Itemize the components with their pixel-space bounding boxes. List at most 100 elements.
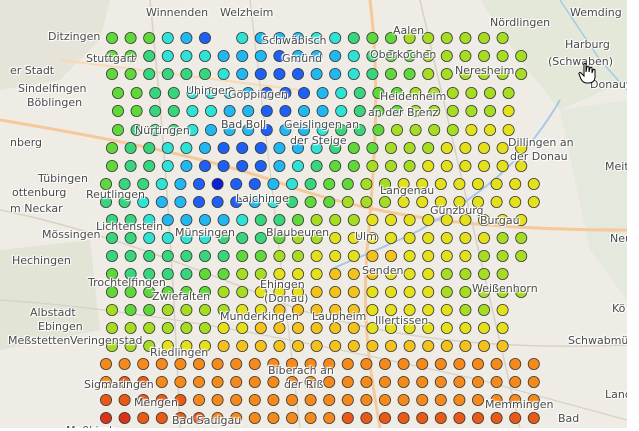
grid-dot[interactable] (323, 375, 336, 388)
grid-dot[interactable] (291, 50, 304, 63)
grid-dot[interactable] (106, 285, 119, 298)
grid-dot[interactable] (198, 50, 211, 63)
grid-dot[interactable] (137, 411, 150, 424)
grid-dot[interactable] (161, 285, 174, 298)
grid-dot[interactable] (496, 50, 509, 63)
grid-dot[interactable] (211, 177, 224, 190)
grid-dot[interactable] (291, 303, 304, 316)
grid-dot[interactable] (440, 285, 453, 298)
grid-dot[interactable] (161, 339, 174, 352)
grid-dot[interactable] (465, 124, 478, 137)
grid-dot[interactable] (483, 105, 496, 118)
grid-dot[interactable] (180, 267, 193, 280)
grid-dot[interactable] (397, 411, 410, 424)
grid-dot[interactable] (477, 231, 490, 244)
grid-dot[interactable] (378, 411, 391, 424)
grid-dot[interactable] (180, 321, 193, 334)
grid-dot[interactable] (273, 285, 286, 298)
grid-dot[interactable] (155, 375, 168, 388)
grid-dot[interactable] (192, 177, 205, 190)
grid-dot[interactable] (161, 32, 174, 45)
grid-dot[interactable] (434, 195, 447, 208)
grid-dot[interactable] (341, 177, 354, 190)
grid-dot[interactable] (192, 411, 205, 424)
grid-dot[interactable] (366, 285, 379, 298)
grid-dot[interactable] (273, 231, 286, 244)
grid-dot[interactable] (186, 105, 199, 118)
grid-dot[interactable] (310, 159, 323, 172)
grid-dot[interactable] (341, 411, 354, 424)
grid-dot[interactable] (440, 231, 453, 244)
grid-dot[interactable] (236, 285, 249, 298)
grid-dot[interactable] (366, 159, 379, 172)
grid-dot[interactable] (236, 50, 249, 63)
grid-dot[interactable] (471, 411, 484, 424)
grid-dot[interactable] (198, 68, 211, 81)
grid-dot[interactable] (285, 357, 298, 370)
grid-dot[interactable] (180, 141, 193, 154)
grid-dot[interactable] (329, 339, 342, 352)
grid-dot[interactable] (360, 411, 373, 424)
grid-dot[interactable] (155, 195, 168, 208)
grid-dot[interactable] (310, 32, 323, 45)
grid-dot[interactable] (310, 285, 323, 298)
grid-dot[interactable] (161, 68, 174, 81)
grid-dot[interactable] (180, 159, 193, 172)
grid-dot[interactable] (124, 321, 137, 334)
grid-dot[interactable] (180, 32, 193, 45)
grid-dot[interactable] (211, 357, 224, 370)
grid-dot[interactable] (124, 68, 137, 81)
grid-dot[interactable] (230, 177, 243, 190)
grid-dot[interactable] (453, 177, 466, 190)
grid-dot[interactable] (236, 249, 249, 262)
grid-dot[interactable] (180, 339, 193, 352)
grid-dot[interactable] (106, 159, 119, 172)
grid-dot[interactable] (353, 105, 366, 118)
grid-dot[interactable] (236, 141, 249, 154)
map-canvas[interactable]: Winnenden Welzheim Wemding Ditzingen Schwäbi… (0, 0, 627, 428)
grid-dot[interactable] (323, 411, 336, 424)
grid-dot[interactable] (112, 124, 125, 137)
grid-dot[interactable] (465, 87, 478, 100)
grid-dot[interactable] (397, 375, 410, 388)
grid-dot[interactable] (260, 105, 273, 118)
grid-dot[interactable] (267, 375, 280, 388)
grid-dot[interactable] (465, 105, 478, 118)
grid-dot[interactable] (477, 321, 490, 334)
grid-dot[interactable] (509, 393, 522, 406)
grid-dot[interactable] (527, 177, 540, 190)
grid-dot[interactable] (310, 213, 323, 226)
grid-dot[interactable] (502, 124, 515, 137)
grid-dot[interactable] (230, 375, 243, 388)
grid-dot[interactable] (316, 105, 329, 118)
grid-dot[interactable] (515, 249, 528, 262)
grid-dot[interactable] (366, 249, 379, 262)
grid-dot[interactable] (186, 87, 199, 100)
grid-dot[interactable] (490, 393, 503, 406)
grid-dot[interactable] (273, 339, 286, 352)
grid-dot[interactable] (434, 177, 447, 190)
grid-dot[interactable] (273, 267, 286, 280)
grid-dot[interactable] (291, 231, 304, 244)
grid-dot[interactable] (291, 213, 304, 226)
grid-dot[interactable] (397, 393, 410, 406)
grid-dot[interactable] (211, 195, 224, 208)
grid-dot[interactable] (353, 87, 366, 100)
grid-dot[interactable] (124, 303, 137, 316)
grid-dot[interactable] (329, 159, 342, 172)
grid-dot[interactable] (254, 159, 267, 172)
grid-dot[interactable] (304, 393, 317, 406)
grid-dot[interactable] (440, 303, 453, 316)
grid-dot[interactable] (304, 357, 317, 370)
grid-dot[interactable] (509, 357, 522, 370)
grid-dot[interactable] (509, 177, 522, 190)
grid-dot[interactable] (483, 124, 496, 137)
grid-dot[interactable] (143, 213, 156, 226)
grid-dot[interactable] (285, 195, 298, 208)
grid-dot[interactable] (316, 124, 329, 137)
grid-dot[interactable] (329, 303, 342, 316)
grid-dot[interactable] (527, 357, 540, 370)
grid-dot[interactable] (403, 68, 416, 81)
grid-dot[interactable] (242, 124, 255, 137)
grid-dot[interactable] (174, 375, 187, 388)
